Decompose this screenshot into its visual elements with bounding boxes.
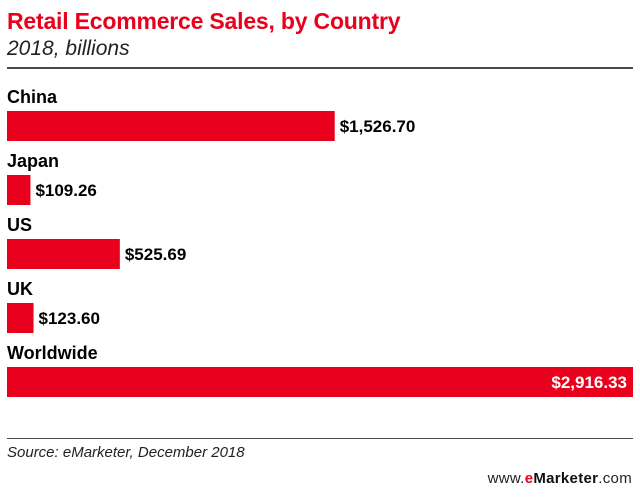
top-divider bbox=[7, 67, 633, 69]
value-label: $2,916.33 bbox=[551, 373, 627, 392]
bottom-divider bbox=[7, 438, 633, 439]
category-label: China bbox=[7, 87, 58, 107]
bar bbox=[7, 367, 633, 397]
value-label: $123.60 bbox=[39, 309, 100, 328]
value-label: $1,526.70 bbox=[340, 117, 416, 136]
category-label: Worldwide bbox=[7, 343, 98, 363]
brand-logo: www.eMarketer.com bbox=[487, 470, 632, 487]
bar bbox=[7, 239, 120, 269]
value-label: $109.26 bbox=[35, 181, 96, 200]
category-label: Japan bbox=[7, 151, 59, 171]
bar bbox=[7, 111, 335, 141]
category-label: US bbox=[7, 215, 32, 235]
chart-title: Retail Ecommerce Sales, by Country bbox=[7, 8, 401, 34]
bar bbox=[7, 175, 31, 205]
category-label: UK bbox=[7, 279, 33, 299]
chart-subtitle: 2018, billions bbox=[7, 37, 130, 60]
value-label: $525.69 bbox=[125, 245, 186, 264]
bar bbox=[7, 303, 34, 333]
source-note: Source: eMarketer, December 2018 bbox=[7, 444, 245, 461]
